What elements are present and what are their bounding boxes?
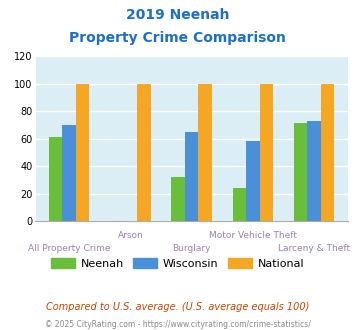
Text: Burglary: Burglary bbox=[173, 244, 211, 253]
Bar bbox=[307, 121, 321, 221]
Bar bbox=[260, 83, 273, 221]
Text: All Property Crime: All Property Crime bbox=[28, 244, 110, 253]
Text: © 2025 CityRating.com - https://www.cityrating.com/crime-statistics/: © 2025 CityRating.com - https://www.city… bbox=[45, 320, 310, 329]
Bar bbox=[49, 137, 62, 221]
Text: Motor Vehicle Theft: Motor Vehicle Theft bbox=[209, 231, 297, 240]
Bar bbox=[137, 83, 151, 221]
Bar bbox=[246, 141, 260, 221]
Bar bbox=[62, 125, 76, 221]
Text: Compared to U.S. average. (U.S. average equals 100): Compared to U.S. average. (U.S. average … bbox=[46, 302, 309, 312]
Bar bbox=[171, 177, 185, 221]
Bar bbox=[185, 132, 198, 221]
Bar bbox=[321, 83, 334, 221]
Text: 2019 Neenah: 2019 Neenah bbox=[126, 8, 229, 22]
Bar bbox=[294, 123, 307, 221]
Text: Property Crime Comparison: Property Crime Comparison bbox=[69, 31, 286, 45]
Bar bbox=[198, 83, 212, 221]
Bar bbox=[233, 188, 246, 221]
Text: Larceny & Theft: Larceny & Theft bbox=[278, 244, 350, 253]
Bar bbox=[76, 83, 89, 221]
Legend: Neenah, Wisconsin, National: Neenah, Wisconsin, National bbox=[47, 253, 308, 273]
Text: Arson: Arson bbox=[118, 231, 143, 240]
